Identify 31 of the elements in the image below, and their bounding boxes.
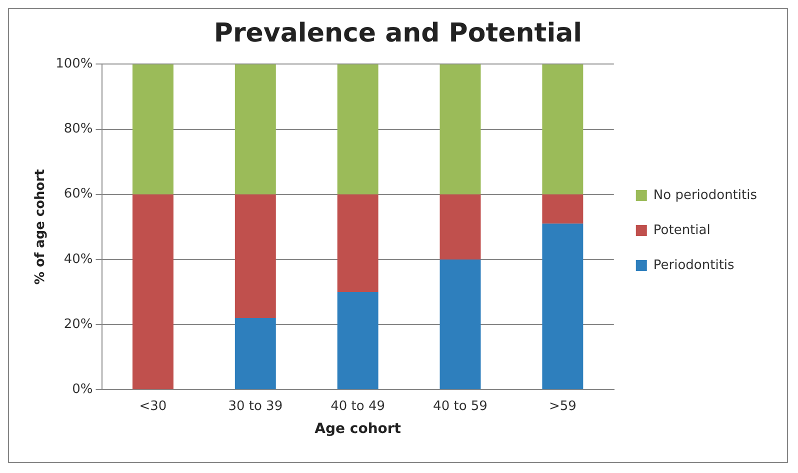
x-axis-title: Age cohort bbox=[314, 421, 402, 438]
bar bbox=[337, 194, 378, 292]
bar bbox=[132, 194, 174, 390]
bar bbox=[234, 64, 276, 194]
y-tick-label: 0% bbox=[72, 382, 93, 397]
bar bbox=[337, 64, 378, 194]
bar bbox=[542, 224, 584, 390]
legend-label: Periodontitis bbox=[653, 258, 735, 273]
x-tick-label: 40 to 49 bbox=[330, 398, 386, 414]
legend-label: Potential bbox=[653, 222, 710, 238]
x-tick-label: >59 bbox=[548, 398, 576, 414]
legend-label: No periodontitis bbox=[653, 188, 758, 203]
x-tick-label: 40 to 59 bbox=[433, 398, 488, 414]
chart-title: Prevalence and Potential bbox=[214, 18, 582, 48]
bar bbox=[440, 194, 481, 260]
bar bbox=[234, 318, 276, 390]
bar bbox=[542, 194, 584, 224]
x-tick-label: 30 to 39 bbox=[228, 398, 283, 414]
bar bbox=[132, 64, 174, 194]
bar bbox=[337, 292, 378, 390]
y-axis-title: % of age cohort bbox=[33, 169, 48, 285]
y-tick-label: 40% bbox=[64, 252, 93, 267]
y-tick-label: 100% bbox=[56, 56, 93, 72]
y-tick-label: 80% bbox=[64, 122, 93, 137]
y-tick-label: 60% bbox=[64, 186, 93, 202]
x-tick-label: <30 bbox=[139, 398, 167, 414]
y-tick-label: 20% bbox=[64, 316, 93, 332]
bar bbox=[542, 64, 584, 194]
bar bbox=[440, 259, 481, 390]
bar bbox=[234, 194, 276, 318]
bar bbox=[440, 64, 481, 194]
